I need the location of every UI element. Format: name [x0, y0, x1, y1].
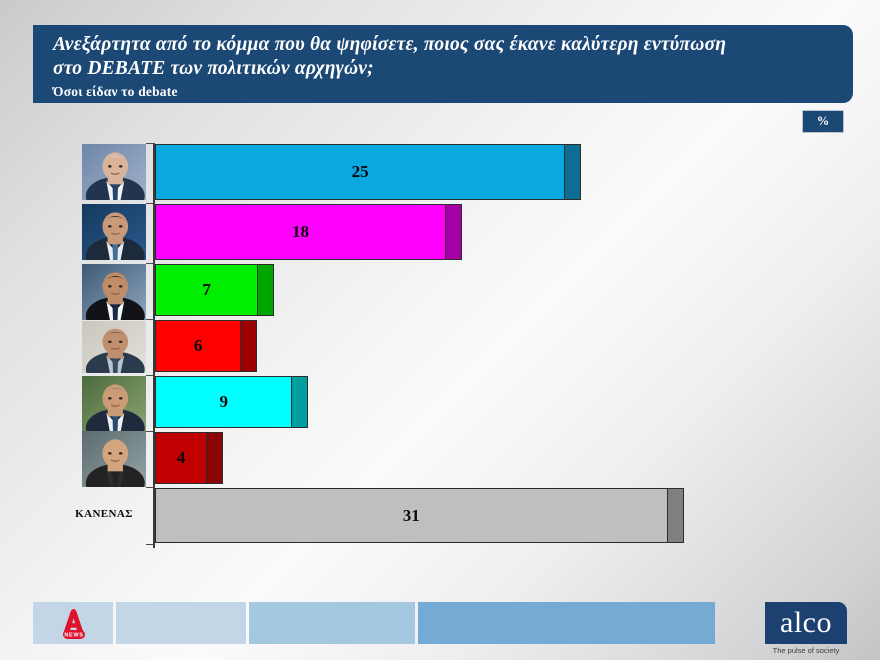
- chart-title-line-2: στο DEBATE των πολιτικών αρχηγών;: [53, 57, 374, 79]
- alco-tagline: The pulse of society: [772, 646, 840, 655]
- axis-tick: [146, 431, 154, 432]
- bar-face: 9: [155, 376, 292, 428]
- bar[interactable]: 25: [155, 144, 582, 200]
- bar-side-shade: [444, 204, 462, 260]
- axis-tick: [146, 375, 154, 376]
- bar-value-label: 18: [291, 222, 309, 241]
- alco-logo-text: alco: [780, 606, 832, 639]
- bar-side-shade: [666, 488, 684, 543]
- bar-face: 18: [155, 204, 445, 260]
- leader-photo-5: [82, 376, 146, 432]
- leader-photo-1: [82, 144, 146, 200]
- bar-face: 7: [155, 264, 258, 316]
- bar-chart: 25 18 7: [0, 135, 880, 555]
- category-label-kanenas: ΚΑΝΕΝΑΣ: [75, 507, 133, 520]
- axis-tick: [146, 143, 154, 144]
- bar-value-label: 9: [219, 392, 228, 411]
- bar-face: 31: [155, 488, 667, 543]
- percent-unit-badge: %: [802, 110, 844, 133]
- chart-subtitle: Όσοι είδαν το debate: [53, 83, 178, 99]
- axis-tick: [146, 263, 154, 264]
- bar-value-label: 31: [402, 505, 420, 525]
- bar-side-shade: [257, 264, 275, 316]
- footer-bar: NEWS alco The pulse of society: [0, 588, 880, 660]
- bar-side-shade: [564, 144, 582, 200]
- footer-color-strip: NEWS: [33, 602, 715, 644]
- title-banner: Ανεξάρτητα από το κόμμα που θα ψηφίσετε,…: [33, 25, 853, 103]
- bar-value-label: 6: [193, 336, 203, 355]
- bar[interactable]: 9: [155, 376, 309, 428]
- bar-value-label: 7: [202, 280, 211, 299]
- bar[interactable]: 6: [155, 320, 258, 372]
- bar-face: 4: [155, 432, 207, 484]
- svg-text:NEWS: NEWS: [64, 633, 83, 639]
- axis-tick: [146, 487, 154, 488]
- bar-face: 25: [155, 144, 565, 200]
- bar[interactable]: 7: [155, 264, 275, 316]
- leader-photo-6: [82, 431, 146, 487]
- bar[interactable]: 18: [155, 204, 462, 260]
- footer-block-2: [249, 602, 415, 644]
- footer-block-3: [418, 602, 715, 644]
- alpha-news-logo: NEWS: [33, 602, 113, 644]
- bar-side-shade: [240, 320, 258, 372]
- leader-photo-2: [82, 204, 146, 260]
- chart-title-line-1: Ανεξάρτητα από το κόμμα που θα ψηφίσετε,…: [53, 34, 727, 55]
- bar-value-label: 4: [176, 448, 186, 467]
- axis-tick: [146, 203, 154, 204]
- bar-side-shade: [206, 432, 224, 484]
- chart-title: Ανεξάρτητα από το κόμμα που θα ψηφίσετε,…: [53, 33, 839, 81]
- axis-tick: [146, 544, 154, 545]
- bar[interactable]: 4: [155, 432, 224, 484]
- value-axis-line: [153, 143, 155, 548]
- leader-photo-4: [82, 321, 146, 373]
- bar-face: 6: [155, 320, 241, 372]
- alpha-a-icon: NEWS: [63, 609, 85, 639]
- footer-block-1: [116, 602, 246, 644]
- bar-side-shade: [291, 376, 309, 428]
- bar-value-label: 25: [351, 162, 369, 181]
- alco-logo: alco: [765, 602, 847, 644]
- leader-photo-3: [82, 264, 146, 320]
- axis-tick: [146, 319, 154, 320]
- bar[interactable]: 31: [155, 488, 684, 543]
